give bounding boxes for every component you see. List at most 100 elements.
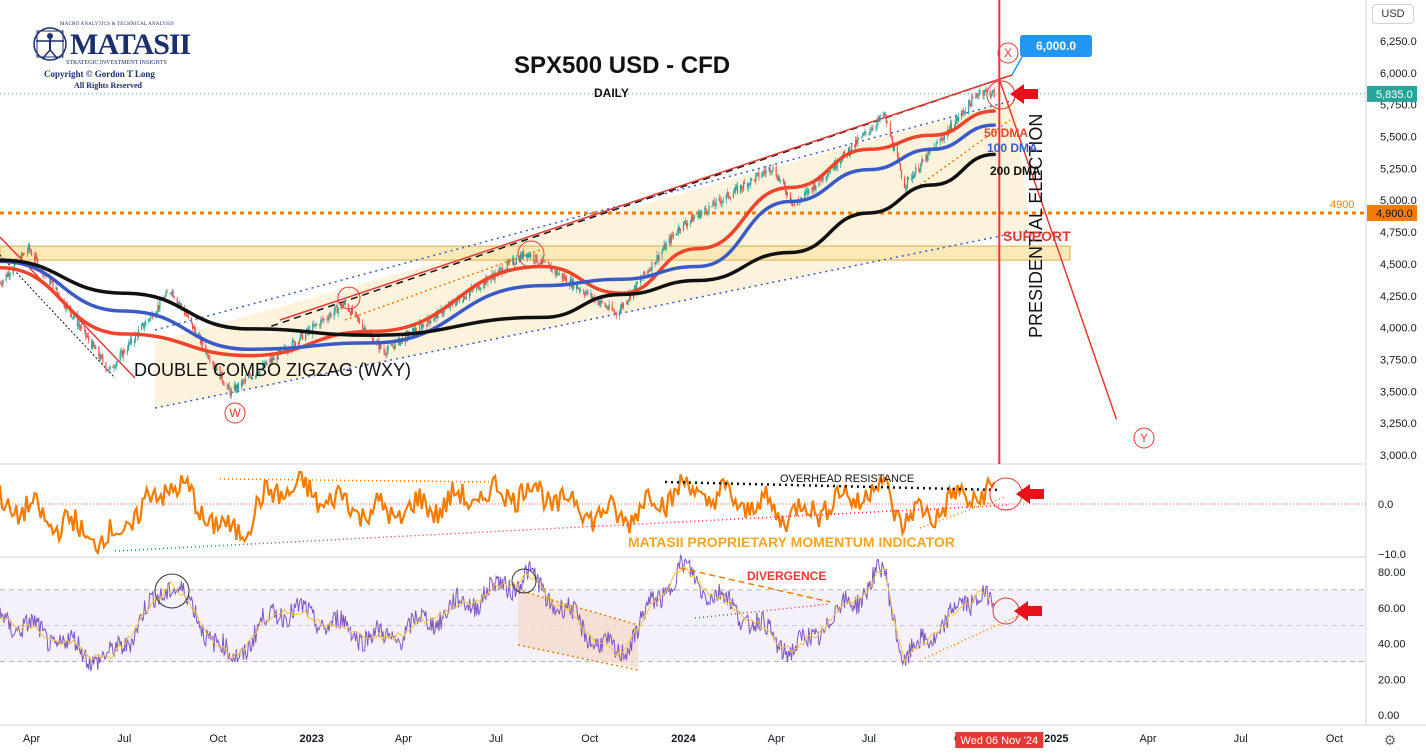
candle-body [929,150,931,153]
candle-body [169,293,171,294]
wave-x-label: X [1004,46,1012,60]
candle-body [84,329,87,336]
candle-body [818,176,820,186]
candle-body [637,281,639,283]
candle-body [883,113,885,116]
momentum-indicator-label: MATASII PROPRIETARY MOMENTUM INDICATOR [628,534,955,550]
candle-body [942,139,944,141]
peak-circle [517,240,545,268]
candle-body [259,369,261,374]
candle-body [892,146,894,151]
globe-icon[interactable]: ⚙ [1383,731,1397,748]
candle-body [257,373,259,375]
currency-button[interactable]: USD [1372,4,1414,24]
candle-body [234,385,236,392]
candle-body [699,211,701,219]
candle-body [219,366,221,380]
candle-body [850,144,853,152]
candle-body [480,287,482,290]
rsi-peak-circle [154,573,190,609]
candle-body [715,199,717,206]
candle-body [413,328,416,335]
candle-body [750,178,752,185]
candle-body [172,290,174,297]
candle-body [825,176,827,180]
candle-body [129,338,131,344]
candle-body [726,192,728,195]
candle-body [911,177,913,180]
candle-body [462,296,465,302]
candle-body [98,346,100,357]
candle-body [970,103,972,107]
candle-body [422,324,424,329]
candle-body [862,133,864,137]
candle-body [108,368,110,371]
candle-body [319,324,321,326]
candle-body [941,138,943,140]
candle-body [551,269,553,272]
candle-body [908,177,910,178]
candle-body [840,161,842,163]
candle-body [30,252,33,256]
candle-body [905,185,908,188]
candle-body [620,304,622,309]
candle-body [78,324,81,327]
candle-body [208,357,210,359]
candle-body [744,182,746,184]
rsi-tick-label: 80.00 [1378,567,1406,579]
candle-body [698,211,700,216]
candle-body [123,350,125,353]
wave-y-label-circle [1133,427,1155,449]
candle-body [185,314,188,317]
candle-body [499,268,501,270]
candle-body [711,205,713,207]
candle-body [663,244,665,250]
candle-body [584,293,586,296]
candle-body [292,340,294,342]
candle-body [635,285,637,291]
candle-body [270,358,272,363]
candle-body [869,131,871,134]
candle-body [356,314,359,318]
candle-body [684,221,687,224]
candle-body [775,166,777,177]
candle-body [650,269,652,271]
rsi-tick-label: 20.00 [1378,674,1406,686]
price-tick-label: 4,750.0 [1380,227,1417,239]
candle-body [827,173,829,177]
candle-body [832,169,834,170]
candle-body [648,270,650,272]
candle-body [965,111,967,113]
candle-body [128,342,130,344]
candle-body [835,167,837,169]
candle-body [429,320,431,324]
candle-body [6,274,8,277]
candle-body [21,253,24,256]
candle-body [893,147,895,151]
candle-body [763,171,765,173]
candle-body [530,254,532,257]
candle-body [886,122,888,124]
candle-body [636,281,638,291]
candle-body [590,293,592,295]
candle-body [83,326,86,330]
candle-body [751,178,753,180]
candle-body [607,308,609,310]
candle-body [321,319,323,321]
candle-body [337,308,339,314]
candle-body [554,269,556,274]
rsi-channel-upper [517,589,639,626]
candle-body [719,198,721,202]
candle-body [316,324,318,326]
target-callout-text: 6,000.0 [1036,39,1076,53]
candle-body [511,258,513,261]
candle-body [301,332,304,340]
candle-body [350,307,353,316]
candle-body [761,174,763,178]
candle-body [280,349,282,351]
price-tick-label: 3,000.0 [1380,450,1417,462]
candle-body [192,326,195,329]
candle-body [242,380,245,382]
